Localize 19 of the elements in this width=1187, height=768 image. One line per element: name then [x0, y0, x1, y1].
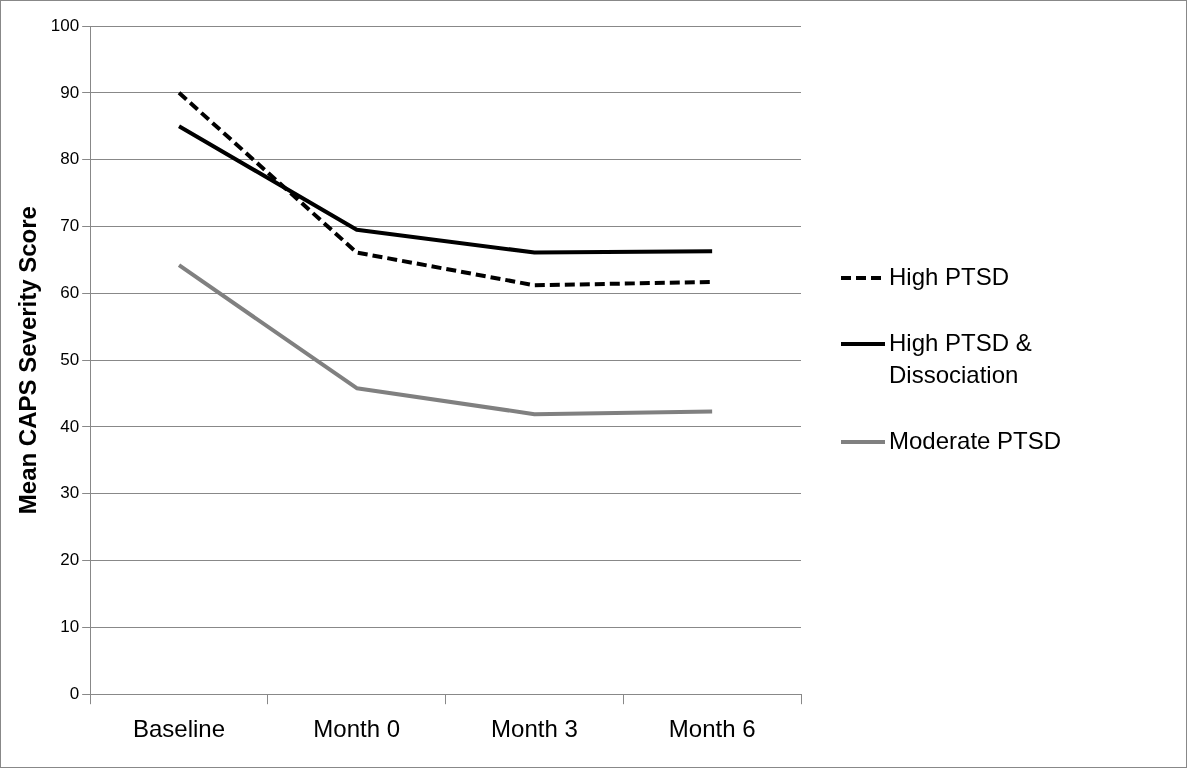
x-tick-label: Month 3 [491, 715, 578, 743]
y-tick-label: 60 [60, 282, 80, 302]
legend-label: High PTSD [889, 262, 1010, 290]
x-tick-label: Month 0 [313, 715, 401, 743]
legend-label: High PTSD & Dissociation [889, 328, 1032, 388]
y-tick-label: 10 [60, 617, 80, 637]
y-tick-label: 90 [60, 82, 80, 102]
x-tick-label: Baseline [132, 715, 226, 743]
y-tick-label: 30 [60, 483, 80, 503]
y-tick-label: 50 [60, 349, 80, 369]
y-tick-label: 0 [69, 683, 80, 703]
x-tick-label: Month 6 [668, 715, 756, 743]
y-tick-label: 40 [60, 416, 80, 436]
legend-label: Moderate PTSD [889, 426, 1062, 454]
y-tick-label: 100 [50, 15, 80, 35]
y-tick-label: 70 [60, 216, 80, 236]
y-tick-label: 20 [60, 550, 80, 570]
y-axis-title: Mean CAPS Severity Score [14, 206, 42, 515]
y-tick-label: 80 [60, 149, 80, 169]
